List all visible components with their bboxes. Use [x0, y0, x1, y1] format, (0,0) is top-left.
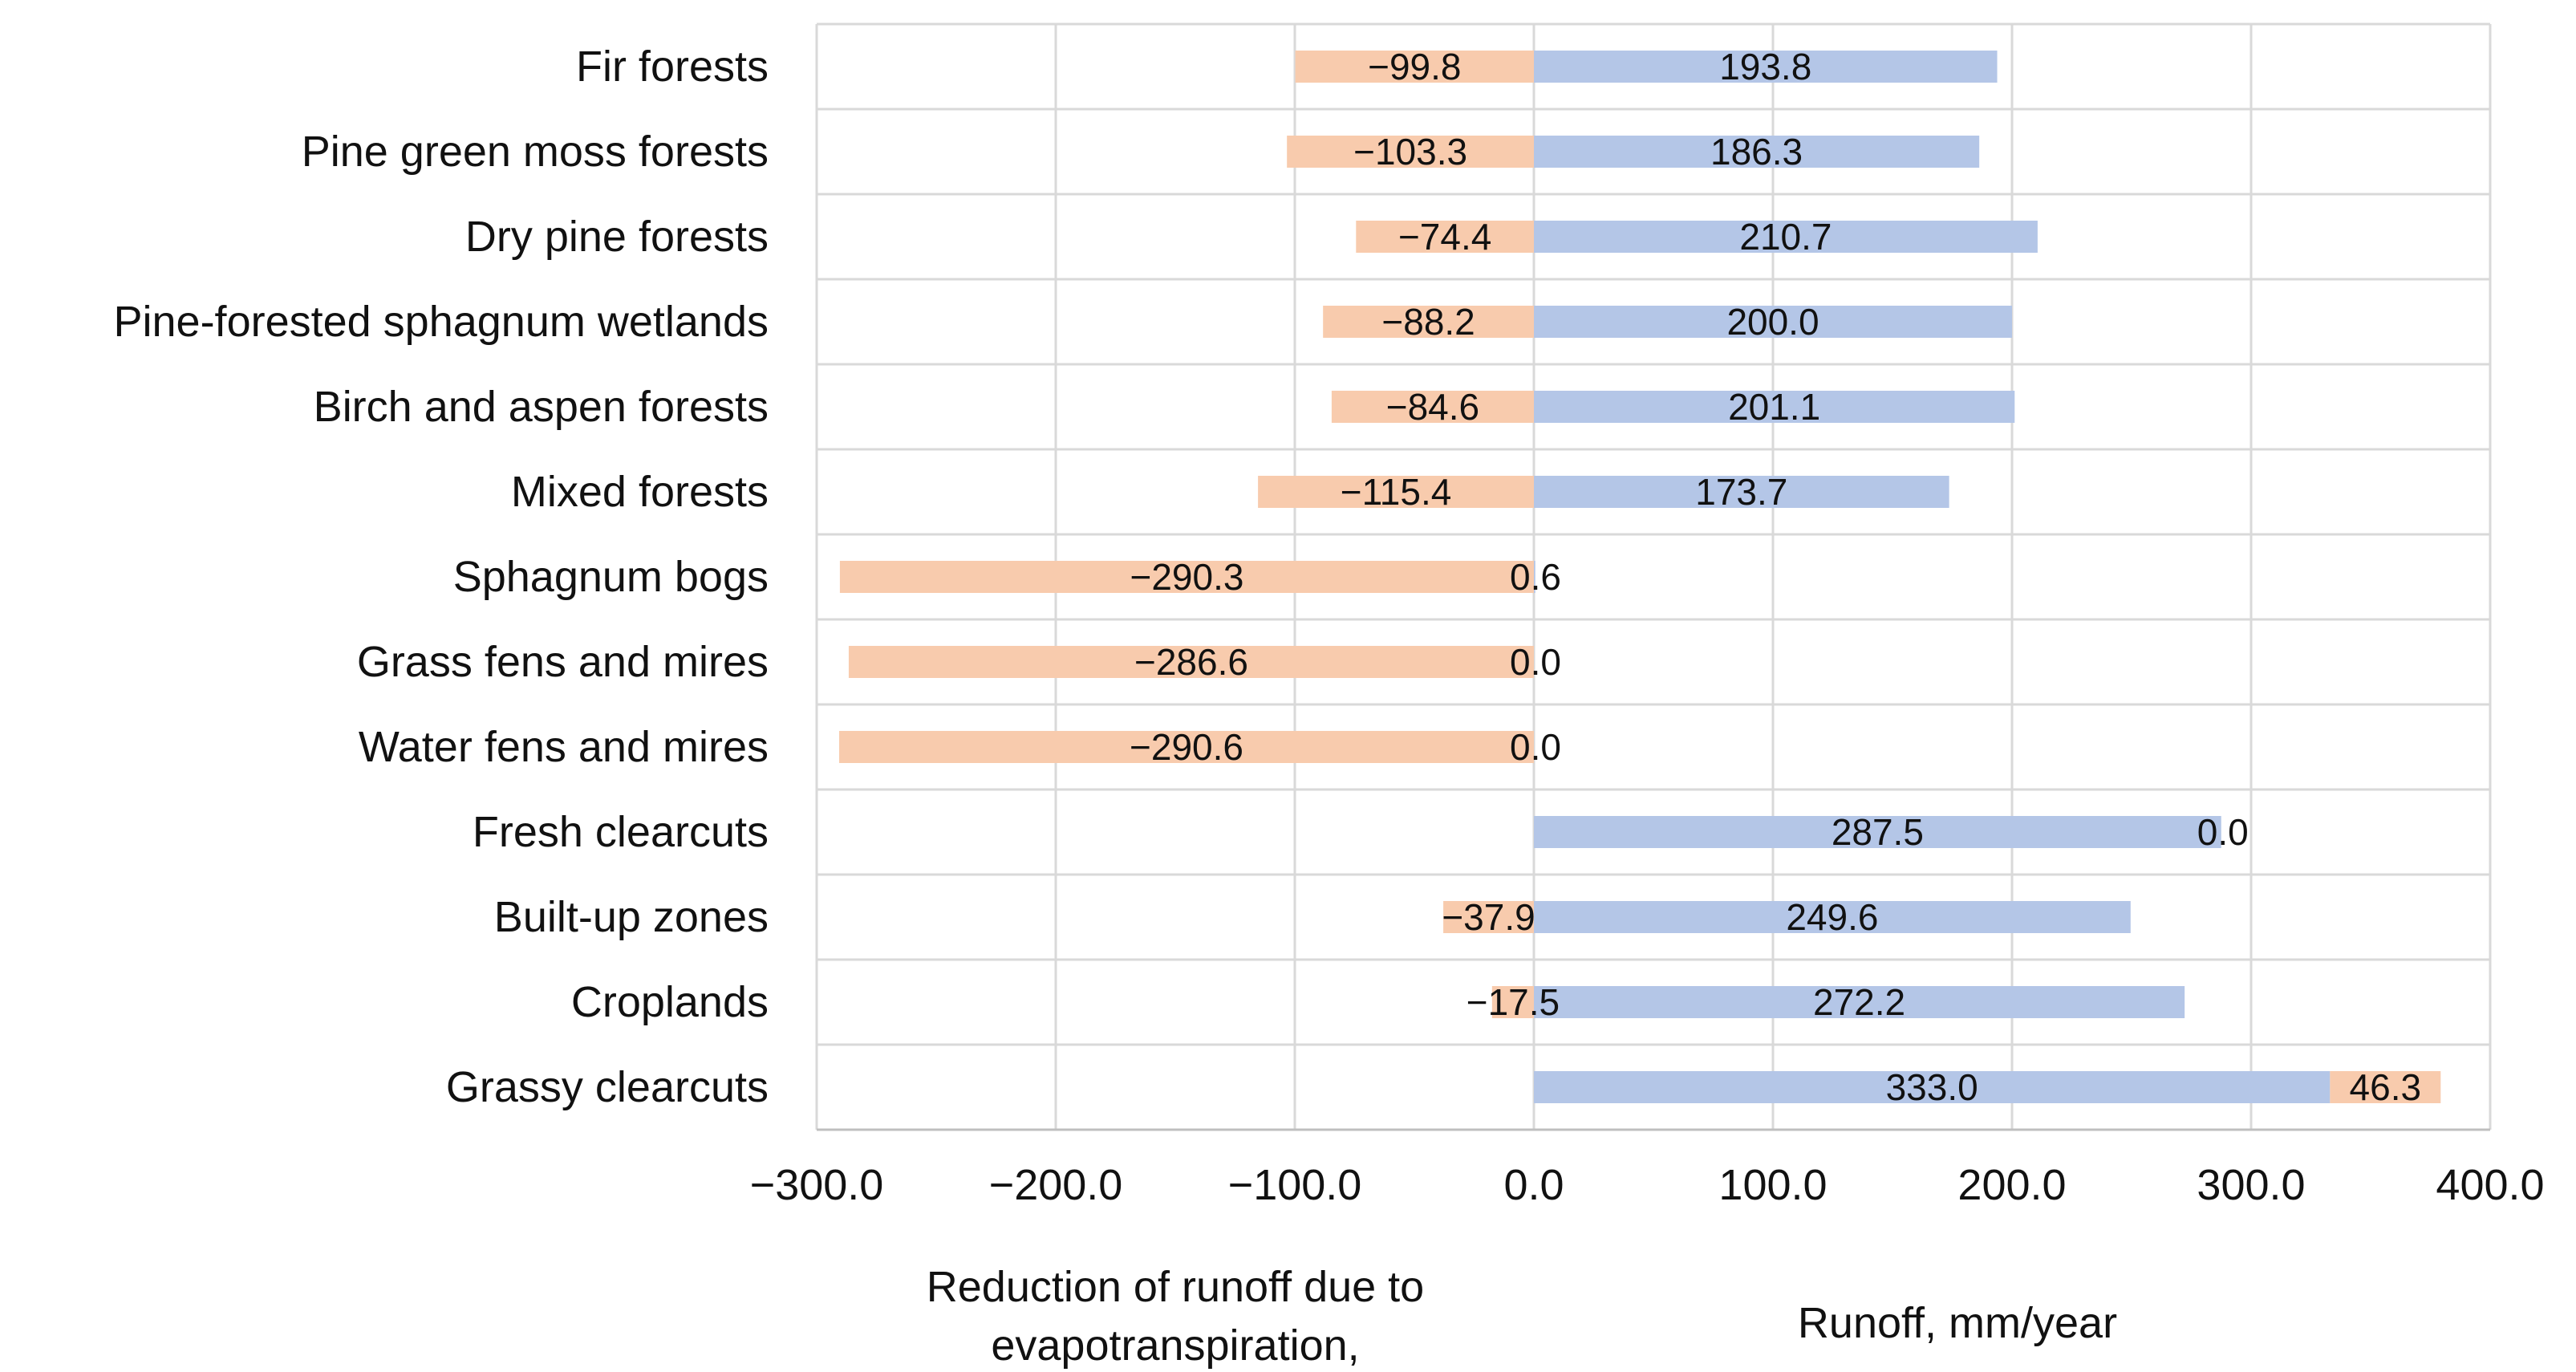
bar-reduction-2 — [1356, 221, 1534, 253]
grid-lines — [815, 22, 2492, 1131]
data-label-reduction-1: −103.3 — [1353, 131, 1467, 173]
data-label-reduction-4: −84.6 — [1386, 386, 1479, 428]
category-labels: Fir forests Pine green moss forests Dry pi… — [114, 43, 769, 1111]
category-label-2: Dry pine forests — [465, 213, 769, 261]
bar-reduction-0 — [1295, 51, 1534, 83]
category-label-1: Pine green moss forests — [302, 128, 769, 176]
bar-reduction-12 — [2330, 1071, 2441, 1103]
data-label-runoff-12: 333.0 — [1886, 1066, 1978, 1108]
x-tick-label-2: −100.0 — [1228, 1161, 1362, 1209]
bar-reduction-1 — [1287, 136, 1534, 168]
bar-reduction-10 — [1443, 901, 1534, 933]
bar-reduction-6 — [839, 561, 1534, 593]
category-label-6: Sphagnum bogs — [453, 553, 769, 601]
bar-runoff-5 — [1534, 476, 1949, 508]
data-label-runoff-9: 287.5 — [1832, 811, 1924, 853]
category-label-0: Fir forests — [576, 43, 769, 91]
data-label-reduction-10: −37.9 — [1442, 896, 1535, 938]
bar-runoff-11 — [1534, 986, 2185, 1018]
x-tick-label-1: −200.0 — [989, 1161, 1123, 1209]
data-label-runoff-10: 249.6 — [1786, 896, 1878, 938]
x-tick-label-6: 300.0 — [2197, 1161, 2305, 1209]
x-axis-title-right: Runoff, mm/year — [1798, 1299, 2117, 1347]
category-label-5: Mixed forests — [511, 468, 769, 516]
axis-titles: Reduction of runoff due to evapotranspir… — [927, 1263, 2117, 1370]
data-label-runoff-11: 272.2 — [1813, 981, 1905, 1023]
bar-runoff-6 — [1534, 561, 1535, 593]
data-label-reduction-3: −88.2 — [1381, 301, 1475, 343]
x-tick-label-5: 200.0 — [1957, 1161, 2066, 1209]
bar-runoff-10 — [1534, 901, 2131, 933]
x-tick-label-3: 0.0 — [1503, 1161, 1564, 1209]
data-label-reduction-5: −115.4 — [1341, 471, 1452, 513]
data-labels: 193.8 −99.8 186.3 −103.3 210.7 −74.4 200.0 −88.… — [1130, 46, 2421, 1108]
data-label-runoff-2: 210.7 — [1739, 216, 1832, 258]
bar-reduction-7 — [848, 646, 1534, 678]
data-label-reduction-9: 0.0 — [2197, 811, 2249, 853]
bar-runoff-3 — [1534, 306, 2012, 338]
bar-runoff-1 — [1534, 136, 1980, 168]
bar-reduction-5 — [1258, 476, 1534, 508]
bar-reduction-3 — [1323, 306, 1534, 338]
bar-runoff-12 — [1534, 1071, 2331, 1103]
data-label-reduction-7: −286.6 — [1134, 641, 1248, 683]
data-label-reduction-12: 46.3 — [2350, 1066, 2422, 1108]
bars — [839, 51, 2441, 1103]
category-label-3: Pine-forested sphagnum wetlands — [114, 298, 769, 346]
bar-runoff-9 — [1534, 816, 2221, 848]
bar-reduction-8 — [839, 731, 1534, 763]
x-tick-label-0: −300.0 — [750, 1161, 884, 1209]
category-label-8: Water fens and mires — [359, 723, 769, 771]
data-label-runoff-8: 0.0 — [1510, 726, 1561, 768]
data-label-runoff-3: 200.0 — [1726, 301, 1819, 343]
x-tick-label-7: 400.0 — [2436, 1161, 2544, 1209]
x-axis-title-left-line-1: Reduction of runoff due to — [927, 1263, 1424, 1311]
x-axis-title-left-line-2: evapotranspiration, — [991, 1321, 1359, 1370]
data-label-reduction-8: −290.6 — [1130, 726, 1243, 768]
category-label-10: Built-up zones — [494, 893, 769, 941]
bar-runoff-4 — [1534, 391, 2015, 423]
category-label-12: Grassy clearcuts — [446, 1063, 769, 1111]
data-label-reduction-6: −290.3 — [1130, 556, 1243, 598]
bar-reduction-11 — [1491, 986, 1534, 1018]
data-label-runoff-7: 0.0 — [1510, 641, 1561, 683]
data-label-reduction-11: −17.5 — [1466, 981, 1560, 1023]
data-label-runoff-4: 201.1 — [1728, 386, 1820, 428]
data-label-reduction-0: −99.8 — [1368, 46, 1461, 87]
data-label-runoff-1: 186.3 — [1710, 131, 1803, 173]
data-label-runoff-0: 193.8 — [1719, 46, 1811, 87]
x-tick-label-4: 100.0 — [1718, 1161, 1827, 1209]
category-label-4: Birch and aspen forests — [314, 383, 769, 431]
category-label-7: Grass fens and mires — [357, 638, 769, 686]
x-tick-labels: −300.0 −200.0 −100.0 0.0 100.0 200.0 300.0 400.… — [750, 1161, 2545, 1209]
bar-runoff-2 — [1534, 221, 2038, 253]
bar-runoff-0 — [1534, 51, 1998, 83]
category-label-11: Croplands — [571, 978, 769, 1026]
category-label-9: Fresh clearcuts — [473, 808, 769, 856]
data-label-runoff-6: 0.6 — [1510, 556, 1561, 598]
data-label-reduction-2: −74.4 — [1398, 216, 1491, 258]
data-label-runoff-5: 173.7 — [1695, 471, 1787, 513]
bar-reduction-4 — [1331, 391, 1534, 423]
